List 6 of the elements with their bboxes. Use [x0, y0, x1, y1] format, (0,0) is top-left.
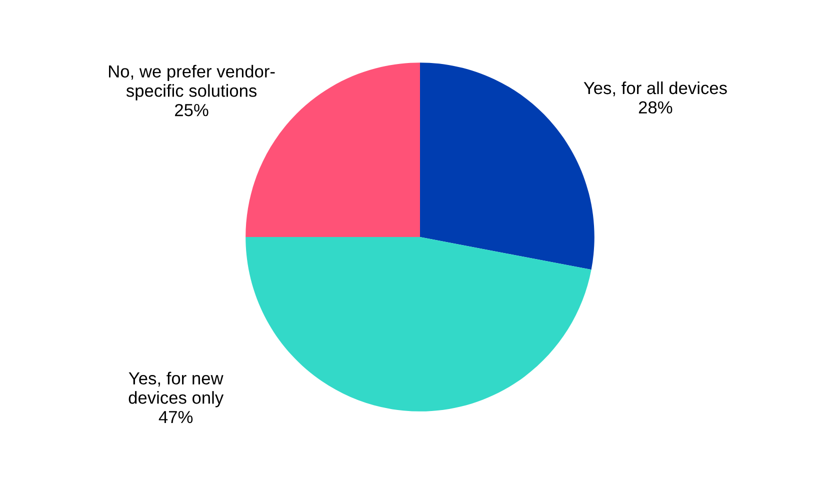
slice-label: Yes, for new devices only — [128, 372, 224, 408]
data-label: 28% — [638, 101, 672, 114]
data-label: 25% — [175, 104, 208, 116]
data-label: 47% — [158, 410, 193, 424]
slice-label: No, we prefer vendor- specific solutions — [109, 64, 275, 100]
slice-label: Yes, for all devices — [584, 81, 727, 96]
